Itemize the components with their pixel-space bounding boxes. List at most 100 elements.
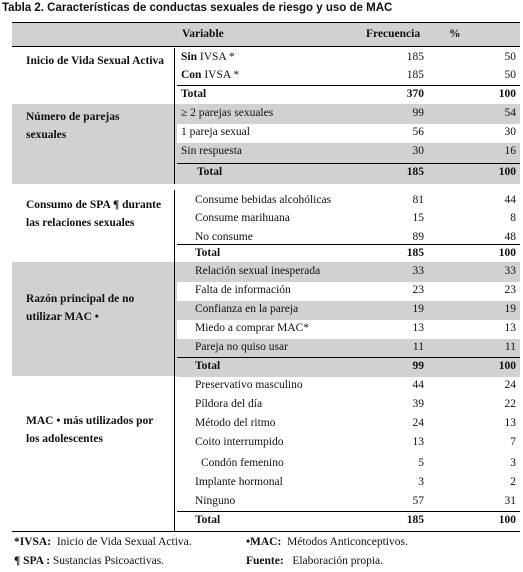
row-var: 1 pareja sexual — [181, 126, 250, 138]
row-var: Total — [195, 514, 221, 526]
row-pct: 13 — [504, 322, 517, 334]
row-var: Método del ritmo — [195, 417, 276, 429]
row-freq: 185 — [406, 514, 424, 526]
table-row: Consume bebidas alcohólicas 81 44 — [177, 192, 520, 211]
row-var: Consume marihuana — [195, 212, 290, 224]
table-row: Pareja no quiso usar 11 11 — [177, 339, 520, 358]
footnote-text: Elaboración propia. — [292, 555, 383, 567]
table-row: Método del ritmo 24 13 — [177, 415, 520, 434]
row-var: Ninguno — [195, 495, 236, 507]
row-freq: 185 — [406, 51, 424, 63]
row-var: Total — [195, 247, 221, 259]
row-var: Falta de información — [195, 284, 291, 296]
row-var: Condón femenino — [201, 457, 284, 469]
row-var: Total — [181, 88, 207, 100]
table-top-rule — [12, 22, 520, 23]
row-freq: 89 — [412, 231, 425, 243]
row-var: Total — [195, 360, 221, 372]
group-spa: Consumo de SPA ¶ durante las relaciones … — [12, 190, 520, 264]
header-percent: % — [449, 28, 461, 40]
row-pct: 16 — [504, 145, 517, 157]
footnote-text: Sustancias Psicoactivas. — [52, 555, 165, 567]
row-var: Consume bebidas alcohólicas — [195, 194, 332, 206]
group-label: Número de parejas sexuales — [26, 111, 120, 141]
row-freq: 99 — [412, 360, 425, 372]
row-var: Pareja no quiso usar — [195, 341, 288, 353]
row-pct: 2 — [510, 476, 516, 488]
table-header: Variable Frecuencia % — [12, 23, 520, 47]
footnote-key: Fuente: — [246, 555, 284, 567]
row-pct: 33 — [504, 265, 517, 277]
row-pct: 13 — [504, 417, 517, 429]
row-pct: 3 — [510, 457, 516, 469]
table-row: Relación sexual inesperada 33 33 — [177, 263, 520, 282]
table-row: Ninguno 57 31 — [177, 493, 520, 512]
row-freq: 81 — [412, 194, 425, 206]
group-label: Inicio de Vida Sexual Activa — [26, 55, 165, 67]
table-row: No consume 89 48 — [177, 229, 520, 248]
footnote-mac: •MAC: Métodos Anticonceptivos. — [246, 536, 408, 548]
row-freq: 99 — [412, 107, 425, 119]
group-label: MAC • más utilizados por los adolescente… — [26, 415, 154, 445]
footnote-text: Métodos Anticonceptivos. — [287, 536, 408, 548]
table-row-total: Total 185 100 — [177, 511, 520, 531]
row-pct: 50 — [504, 69, 517, 81]
row-pct: 100 — [498, 247, 516, 259]
row-var: Miedo a comprar MAC* — [195, 322, 310, 334]
row-freq: 13 — [412, 436, 425, 448]
row-pct: 44 — [504, 194, 517, 206]
row-pct: 100 — [498, 88, 516, 100]
row-freq: 370 — [406, 88, 424, 100]
table-row: Miedo a comprar MAC* 13 13 — [177, 320, 520, 339]
group-parejas: Número de parejas sexuales ≥ 2 parejas s… — [12, 104, 520, 184]
table-row: Implante hormonal 3 2 — [177, 474, 520, 493]
row-pct: 11 — [504, 341, 516, 353]
table-row-total: Total 185 100 — [177, 163, 520, 183]
row-var: Implante hormonal — [195, 476, 283, 488]
row-pct: 22 — [504, 398, 517, 410]
table-row: Con IVSA * 185 50 — [177, 67, 520, 86]
footnote-ivsa: *IVSA: Inicio de Vida Sexual Activa. — [14, 536, 192, 548]
row-freq: 185 — [406, 69, 424, 81]
row-freq: 39 — [412, 398, 425, 410]
row-pct: 54 — [504, 107, 517, 119]
row-freq: 19 — [412, 303, 425, 315]
table-row: Confianza en la pareja 19 19 — [177, 301, 520, 320]
row-freq: 33 — [412, 265, 425, 277]
row-var: ≥ 2 parejas sexuales — [181, 107, 274, 119]
row-var: Total — [197, 166, 223, 178]
table-bottom-rule — [12, 531, 520, 532]
row-var: Confianza en la pareja — [195, 303, 299, 315]
row-freq: 57 — [412, 495, 425, 507]
row-pct: 100 — [498, 514, 516, 526]
row-pct: 50 — [504, 51, 517, 63]
row-pct: 30 — [504, 126, 517, 138]
row-freq: 24 — [412, 417, 425, 429]
table-row: Preservativo masculino 44 24 — [177, 377, 520, 396]
row-pct: 48 — [504, 231, 517, 243]
row-var: Relación sexual inesperada — [195, 265, 321, 277]
footnote-fuente: Fuente: Elaboración propia. — [246, 555, 383, 567]
row-freq: 3 — [418, 476, 424, 488]
group-label: Razón principal de no utilizar MAC • — [26, 293, 135, 323]
row-var: Sin respuesta — [181, 145, 243, 157]
footnote-key: *IVSA: — [14, 536, 52, 548]
row-freq: 185 — [406, 247, 424, 259]
header-frecuencia: Frecuencia — [366, 28, 421, 40]
row-var-bold: Con — [181, 69, 202, 81]
header-variable: Variable — [182, 28, 224, 40]
row-pct: 8 — [510, 212, 516, 224]
table-row: Consume marihuana 15 8 — [177, 210, 520, 229]
row-freq: 185 — [406, 166, 424, 178]
row-pct: 31 — [504, 495, 517, 507]
row-pct: 24 — [504, 379, 517, 391]
table-row: Sin IVSA * 185 50 — [177, 49, 520, 68]
table-row: Sin respuesta 30 16 — [177, 143, 520, 162]
table-caption: Tabla 2. Características de conductas se… — [2, 2, 393, 14]
table-row: ≥ 2 parejas sexuales 99 54 — [177, 105, 520, 124]
row-var: Píldora del día — [195, 398, 263, 410]
row-freq: 44 — [412, 379, 425, 391]
row-freq: 15 — [412, 212, 425, 224]
footnote-key: •MAC: — [246, 536, 282, 548]
